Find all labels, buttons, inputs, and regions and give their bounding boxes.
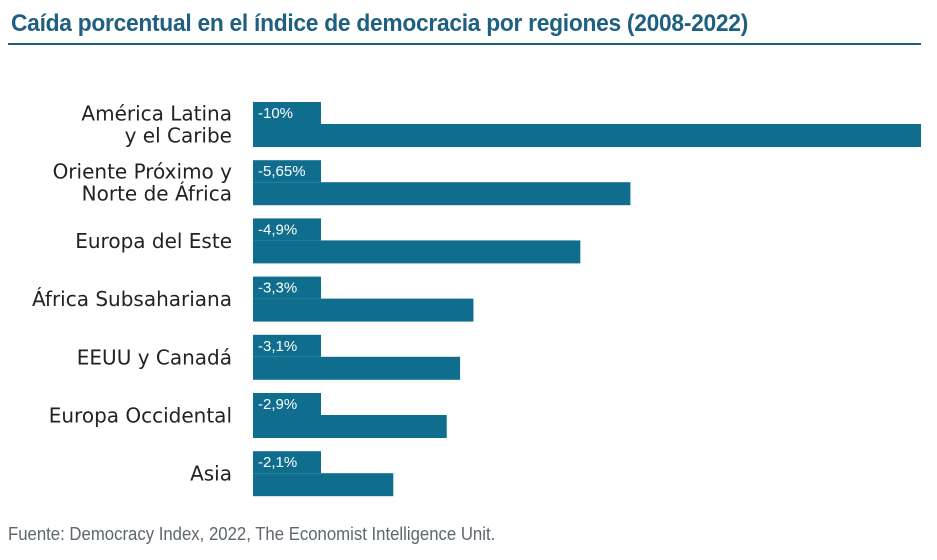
- category-label: Oriente Próximo y Norte de África: [53, 160, 233, 206]
- chart-title: Caída porcentual en el índice de democra…: [11, 10, 749, 37]
- bar: [253, 124, 921, 147]
- category-label: África Subsahariana: [32, 287, 232, 311]
- bar: [253, 182, 631, 206]
- value-tab: [253, 160, 321, 183]
- category-label: América Latina y el Caribe: [81, 102, 232, 148]
- value-tab: [253, 276, 321, 299]
- bar-group: -5,65% Oriente Próximo y Norte de África: [53, 160, 631, 206]
- value-tab: [253, 334, 321, 357]
- bar: [253, 298, 474, 322]
- value-tab: [253, 393, 321, 415]
- category-label: Asia: [190, 462, 232, 486]
- source-note: Fuente: Democracy Index, 2022, The Econo…: [8, 524, 496, 544]
- category-label: Europa del Este: [75, 229, 232, 253]
- category-label: Europa Occidental: [49, 404, 232, 428]
- data-label: -4,9%: [258, 221, 297, 238]
- bar-group: -3,3% África Subsahariana: [32, 276, 474, 322]
- bar-group: -10% América Latina y el Caribe: [81, 102, 921, 148]
- bar-group: -3,1% EEUU y Canadá: [77, 334, 461, 380]
- title-underline: [8, 43, 921, 45]
- bar: [253, 356, 461, 380]
- bar: [253, 415, 447, 438]
- data-label: -3,3%: [258, 280, 297, 297]
- bar: [253, 240, 581, 264]
- data-label: -2,9%: [258, 396, 297, 413]
- bar-group: -2,9% Europa Occidental: [49, 393, 447, 438]
- value-tab: [253, 102, 321, 124]
- value-tab: [253, 218, 321, 241]
- data-label: -3,1%: [258, 338, 297, 355]
- category-label: EEUU y Canadá: [77, 345, 232, 369]
- data-label: -2,1%: [258, 454, 297, 471]
- value-tab: [253, 451, 321, 474]
- bar-group: -4,9% Europa del Este: [75, 218, 581, 264]
- data-label: -10%: [258, 105, 293, 122]
- bar-group: -2,1% Asia: [190, 451, 394, 497]
- bar: [253, 473, 394, 497]
- data-label: -5,65%: [258, 163, 306, 180]
